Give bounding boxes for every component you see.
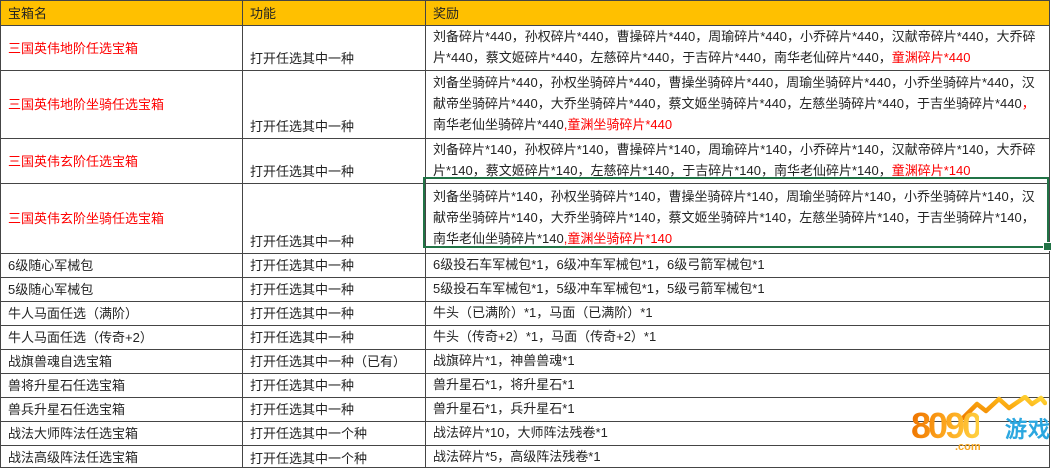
table-header-row: 宝箱名 功能 奖励 [0,0,1050,26]
function-cell[interactable]: 打开任选其中一种 [242,277,426,302]
chest-name-cell[interactable]: 兽兵升星石任选宝箱 [0,397,243,422]
chest-name-cell[interactable]: 牛人马面任选（满阶） [0,301,243,326]
reward-segment: 牛头（传奇+2）*1，马面（传奇+2）*1 [433,329,657,344]
table-row: 三国英伟玄阶任选宝箱 打开任选其中一种 刘备碎片*140，孙权碎片*140，曹操… [0,138,1050,184]
reward-segment: 6级投石车军械包*1，6级冲车军械包*1，6级弓箭军械包*1 [433,257,765,272]
chest-name-cell[interactable]: 三国英伟玄阶任选宝箱 [0,138,243,184]
reward-segment: 刘备碎片*440，孙权碎片*440，曹操碎片*440，周瑜碎片*440，小乔碎片… [433,29,1036,65]
chest-name-cell[interactable]: 牛人马面任选（传奇+2） [0,325,243,350]
chest-name-cell[interactable]: 5级随心军械包 [0,277,243,302]
reward-segment: 南华老仙坐骑碎片*440 [433,117,564,132]
table-row: 牛人马面任选（满阶） 打开任选其中一种 牛头（已满阶）*1，马面（已满阶）*1 [0,301,1050,326]
reward-segment: 牛头（已满阶）*1，马面（已满阶）*1 [433,305,653,320]
chest-name-cell[interactable]: 战法高级阵法任选宝箱 [0,445,243,468]
function-cell[interactable]: 打开任选其中一种 [242,138,426,184]
reward-cell[interactable]: 刘备坐骑碎片*440，孙权坐骑碎片*440，曹操坐骑碎片*440，周瑜坐骑碎片*… [425,70,1050,139]
reward-segment: ， [1021,96,1035,111]
col-header-chest-name[interactable]: 宝箱名 [0,0,243,26]
function-cell[interactable]: 打开任选其中一种 [242,183,426,254]
function-cell[interactable]: 打开任选其中一个种 [242,445,426,468]
watermark-domain: .com [955,441,981,453]
chest-name-cell[interactable]: 6级随心军械包 [0,253,243,278]
function-cell[interactable]: 打开任选其中一种 [242,301,426,326]
reward-segment: 刘备坐骑碎片*140，孙权坐骑碎片*140，曹操坐骑碎片*140，周瑜坐骑碎片*… [433,189,1035,246]
reward-cell[interactable]: 6级投石车军械包*1，6级冲车军械包*1，6级弓箭军械包*1 [425,253,1050,278]
reward-segment: 兽升星石*1，将升星石*1 [433,377,575,392]
reward-cell[interactable]: 牛头（传奇+2）*1，马面（传奇+2）*1 [425,325,1050,350]
watermark-number: 8090 [911,405,982,446]
chest-name-cell[interactable]: 战法大师阵法任选宝箱 [0,421,243,446]
watermark-8090-logo: 8090 .com 游戏 [855,395,1051,453]
table-row: 6级随心军械包 打开任选其中一种 6级投石车军械包*1，6级冲车军械包*1，6级… [0,253,1050,278]
table-row: 5级随心军械包 打开任选其中一种 5级投石车军械包*1，5级冲车军械包*1，5级… [0,277,1050,302]
chest-name-cell[interactable]: 战旗兽魂自选宝箱 [0,349,243,374]
reward-segment: 童渊碎片*140 [891,163,971,178]
col-header-function[interactable]: 功能 [242,0,426,26]
table-row: 兽将升星石任选宝箱 打开任选其中一种 兽升星石*1，将升星石*1 [0,373,1050,398]
reward-segment: 刘备坐骑碎片*440，孙权坐骑碎片*440，曹操坐骑碎片*440，周瑜坐骑碎片*… [433,75,1035,111]
reward-cell[interactable]: 5级投石车军械包*1，5级冲车军械包*1，5级弓箭军械包*1 [425,277,1050,302]
watermark-text: 游戏 [1004,417,1051,442]
reward-cell[interactable]: 刘备碎片*140，孙权碎片*140，曹操碎片*140，周瑜碎片*140，小乔碎片… [425,138,1050,184]
table-row: 牛人马面任选（传奇+2） 打开任选其中一种 牛头（传奇+2）*1，马面（传奇+2… [0,325,1050,350]
reward-segment: 兽升星石*1，兵升星石*1 [433,401,575,416]
reward-cell[interactable]: 牛头（已满阶）*1，马面（已满阶）*1 [425,301,1050,326]
table-row: 三国英伟玄阶坐骑任选宝箱 打开任选其中一种 刘备坐骑碎片*140，孙权坐骑碎片*… [0,183,1050,254]
reward-cell[interactable]: 刘备碎片*440，孙权碎片*440，曹操碎片*440，周瑜碎片*440，小乔碎片… [425,25,1050,71]
reward-cell[interactable]: 兽升星石*1，兵升星石*1 [425,397,1050,422]
table-body: 三国英伟地阶任选宝箱 打开任选其中一种 刘备碎片*440，孙权碎片*440，曹操… [0,25,1050,468]
trend-zigzag-icon [961,395,1047,421]
function-cell[interactable]: 打开任选其中一种 [242,70,426,139]
table-row: 三国英伟地阶坐骑任选宝箱 打开任选其中一种 刘备坐骑碎片*440，孙权坐骑碎片*… [0,70,1050,139]
reward-segment: 战法碎片*10，大师阵法残卷*1 [433,425,608,440]
reward-segment: 刘备碎片*140，孙权碎片*140，曹操碎片*140，周瑜碎片*140，小乔碎片… [433,142,1036,178]
table-row: 兽兵升星石任选宝箱 打开任选其中一种 兽升星石*1，兵升星石*1 [0,397,1050,422]
function-cell[interactable]: 打开任选其中一种（已有） [242,349,426,374]
chest-name-cell[interactable]: 三国英伟玄阶坐骑任选宝箱 [0,183,243,254]
reward-cell[interactable]: 战旗碎片*1，神兽兽魂*1 [425,349,1050,374]
reward-segment: ,童渊坐骑碎片*140 [563,231,673,246]
reward-segment: ,童渊坐骑碎片*440 [563,117,673,132]
table-row: 战旗兽魂自选宝箱 打开任选其中一种（已有） 战旗碎片*1，神兽兽魂*1 [0,349,1050,374]
reward-cell[interactable]: 兽升星石*1，将升星石*1 [425,373,1050,398]
chest-name-cell[interactable]: 三国英伟地阶任选宝箱 [0,25,243,71]
reward-segment: 战旗碎片*1，神兽兽魂*1 [433,353,575,368]
reward-segment: 战法碎片*5，高级阵法残卷*1 [433,449,601,464]
function-cell[interactable]: 打开任选其中一个种 [242,421,426,446]
function-cell[interactable]: 打开任选其中一种 [242,325,426,350]
function-cell[interactable]: 打开任选其中一种 [242,373,426,398]
function-cell[interactable]: 打开任选其中一种 [242,25,426,71]
chest-name-cell[interactable]: 兽将升星石任选宝箱 [0,373,243,398]
function-cell[interactable]: 打开任选其中一种 [242,397,426,422]
table-row: 三国英伟地阶任选宝箱 打开任选其中一种 刘备碎片*440，孙权碎片*440，曹操… [0,25,1050,71]
reward-segment: 童渊碎片*440 [891,50,971,65]
reward-cell[interactable]: 刘备坐骑碎片*140，孙权坐骑碎片*140，曹操坐骑碎片*140，周瑜坐骑碎片*… [425,183,1050,254]
chest-name-cell[interactable]: 三国英伟地阶坐骑任选宝箱 [0,70,243,139]
function-cell[interactable]: 打开任选其中一种 [242,253,426,278]
reward-segment: 5级投石车军械包*1，5级冲车军械包*1，5级弓箭军械包*1 [433,281,765,296]
col-header-reward[interactable]: 奖励 [425,0,1050,26]
